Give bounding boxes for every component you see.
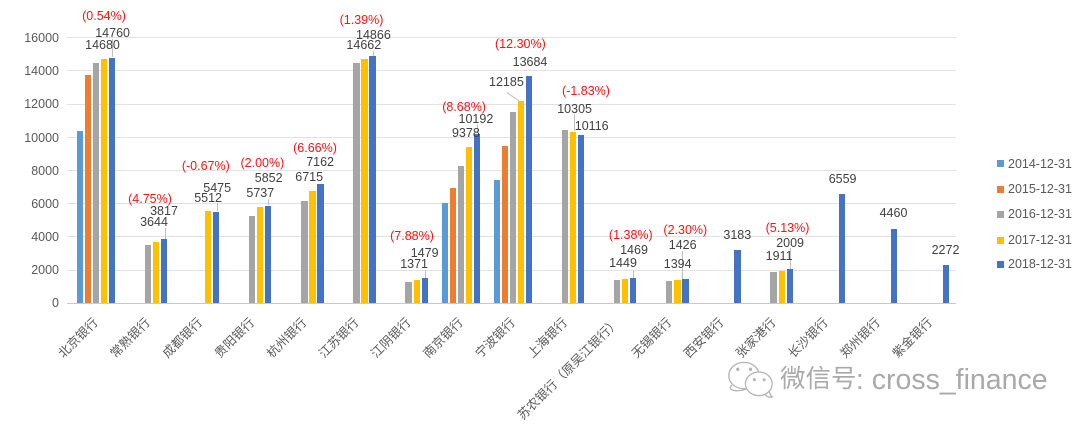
svg-text:: cross_finance: : cross_finance <box>857 365 1049 397</box>
svg-text:: cross_finance: : cross_finance <box>856 364 1048 396</box>
